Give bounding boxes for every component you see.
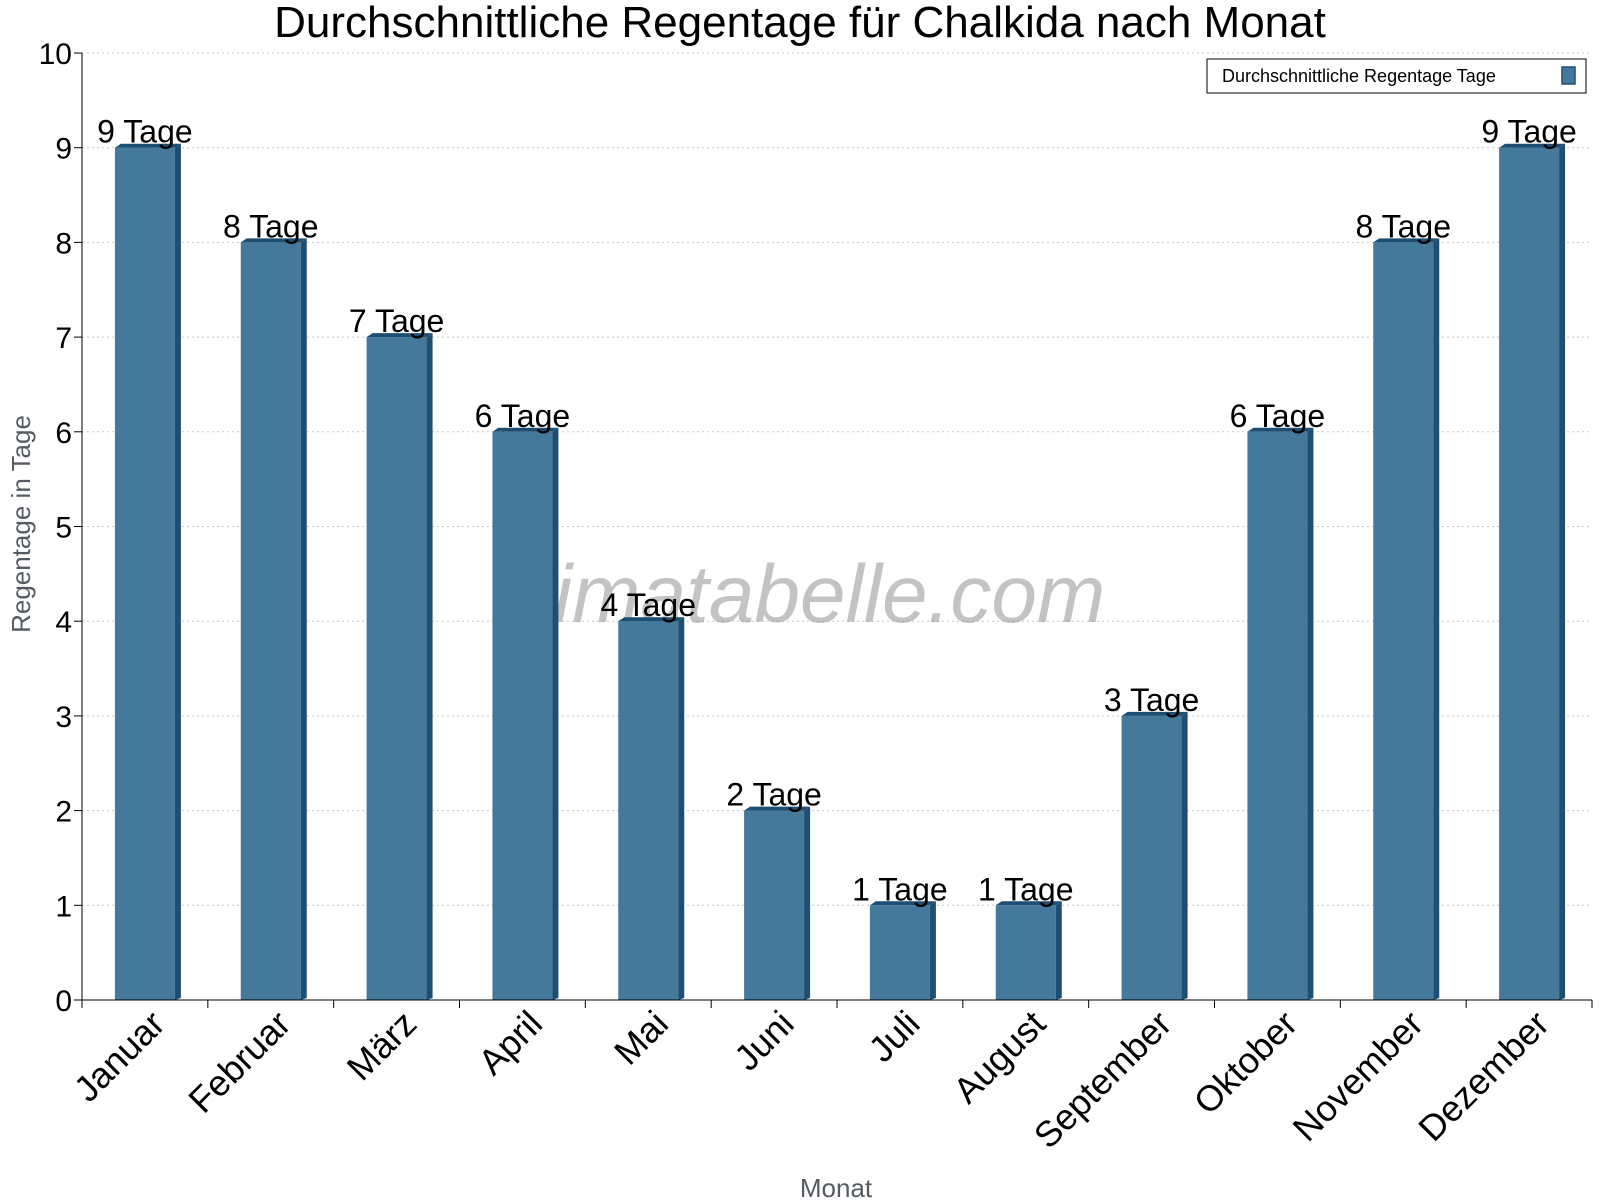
bar-dezember: [1499, 143, 1566, 1000]
axes: [81, 53, 1593, 1008]
bar-front: [995, 905, 1056, 1000]
bar-front: [1247, 431, 1308, 1000]
bars: [114, 143, 1566, 1001]
bar-oktober: [1247, 427, 1314, 1000]
bar-side: [1559, 143, 1566, 1000]
bar-top: [1373, 238, 1440, 243]
y-tick-label: 8: [55, 227, 72, 260]
x-tick-label: März: [339, 1003, 425, 1089]
bar-top: [618, 617, 685, 622]
bar-side: [1055, 901, 1062, 1000]
legend-label: Durchschnittliche Regentage Tage: [1222, 66, 1496, 86]
bar-top: [240, 238, 307, 243]
bar-front: [1373, 242, 1434, 1000]
bar-mai: [618, 617, 685, 1000]
data-label: 2 Tage: [726, 777, 822, 813]
y-tick-labels: 0 1 2 3 4 5 6 7 8 9 10: [39, 38, 82, 1018]
legend: Durchschnittliche Regentage Tage: [1206, 58, 1587, 94]
data-label: 9 Tage: [1481, 114, 1577, 150]
bar-front: [492, 431, 553, 1000]
bar-februar: [240, 238, 307, 1000]
bar-top: [1499, 143, 1566, 148]
x-tick-label: Februar: [180, 1003, 298, 1121]
bar-top: [744, 806, 811, 811]
data-label: 1 Tage: [978, 871, 1074, 907]
data-label: 4 Tage: [601, 587, 697, 623]
y-tick-label: 2: [55, 796, 72, 829]
y-tick-label: 10: [39, 38, 72, 71]
grid-lines: [82, 52, 1592, 906]
bar-juni: [744, 806, 811, 1000]
bar-top: [366, 333, 433, 338]
data-label: 8 Tage: [223, 208, 319, 244]
bar-top: [114, 143, 181, 148]
bar-side: [174, 143, 181, 1000]
x-tick-label: August: [945, 1003, 1053, 1111]
data-label: 3 Tage: [1104, 682, 1200, 718]
bar-april: [492, 427, 559, 1000]
y-tick-label: 3: [55, 701, 72, 734]
bar-august: [995, 901, 1062, 1000]
bar-front: [240, 242, 301, 1000]
x-tick-label: Juni: [726, 1003, 802, 1079]
data-label: 6 Tage: [1230, 398, 1326, 434]
bar-front: [366, 337, 427, 1001]
bar-top: [869, 901, 936, 906]
data-labels: 9 Tage 8 Tage 7 Tage 6 Tage 4 Tage 2 Tage 1 Ta…: [97, 114, 1577, 908]
x-tick-label: November: [1284, 1003, 1430, 1149]
legend-box: [1206, 58, 1587, 94]
bar-top: [1121, 711, 1188, 716]
bar-top: [492, 427, 559, 432]
bar-märz: [366, 333, 433, 1001]
data-label: 8 Tage: [1356, 208, 1452, 244]
y-tick-label: 5: [55, 512, 72, 545]
x-tick-label: April: [470, 1003, 550, 1083]
chart-title: Durchschnittliche Regentage für Chalkida…: [274, 0, 1326, 47]
y-tick-label: 4: [55, 606, 72, 639]
watermark-layer: klimatabelle.com: [495, 549, 1106, 640]
bar-top: [1247, 427, 1314, 432]
bar-side: [1181, 711, 1188, 1000]
bar-front: [1499, 147, 1560, 1000]
y-tick-label: 9: [55, 133, 72, 166]
x-tick-label: Dezember: [1410, 1003, 1556, 1149]
bar-side: [300, 238, 307, 1000]
bar-side: [1433, 238, 1440, 1000]
y-tick-label: 6: [55, 417, 72, 450]
bar-side: [426, 333, 433, 1001]
x-tick-label: Juli: [860, 1003, 927, 1070]
y-tick-label: 0: [55, 985, 72, 1018]
data-label: 7 Tage: [349, 303, 445, 339]
bar-front: [618, 621, 679, 1000]
bar-front: [744, 810, 805, 1000]
bar-november: [1373, 238, 1440, 1000]
x-tick-labels: Januar Februar März April Mai Juni Juli AugustS…: [66, 1003, 1557, 1157]
bar-side: [804, 806, 811, 1000]
y-tick-label: 1: [55, 890, 72, 923]
y-axis-label: Regentage in Tage: [6, 415, 36, 633]
x-tick-label: Mai: [606, 1003, 676, 1073]
watermark: klimatabelle.com: [495, 549, 1106, 640]
x-tick-label: September: [1026, 1003, 1180, 1157]
bar-september: [1121, 711, 1188, 1000]
bar-front: [114, 147, 175, 1000]
x-axis-label: Monat: [800, 1173, 873, 1200]
x-tick-label: Oktober: [1186, 1003, 1306, 1123]
bar-juli: [869, 901, 936, 1000]
bar-side: [1307, 427, 1314, 1000]
bar-side: [678, 617, 685, 1000]
data-label: 6 Tage: [475, 398, 571, 434]
bar-januar: [114, 143, 181, 1000]
bar-top: [995, 901, 1062, 906]
legend-swatch: [1561, 66, 1576, 85]
x-tick-label: Januar: [66, 1003, 173, 1110]
data-label: 1 Tage: [852, 871, 948, 907]
bar-side: [929, 901, 936, 1000]
bar-front: [869, 905, 930, 1000]
data-label: 9 Tage: [97, 114, 193, 150]
bar-side: [552, 427, 559, 1000]
y-tick-label: 7: [55, 322, 72, 355]
bar-front: [1121, 715, 1182, 1000]
